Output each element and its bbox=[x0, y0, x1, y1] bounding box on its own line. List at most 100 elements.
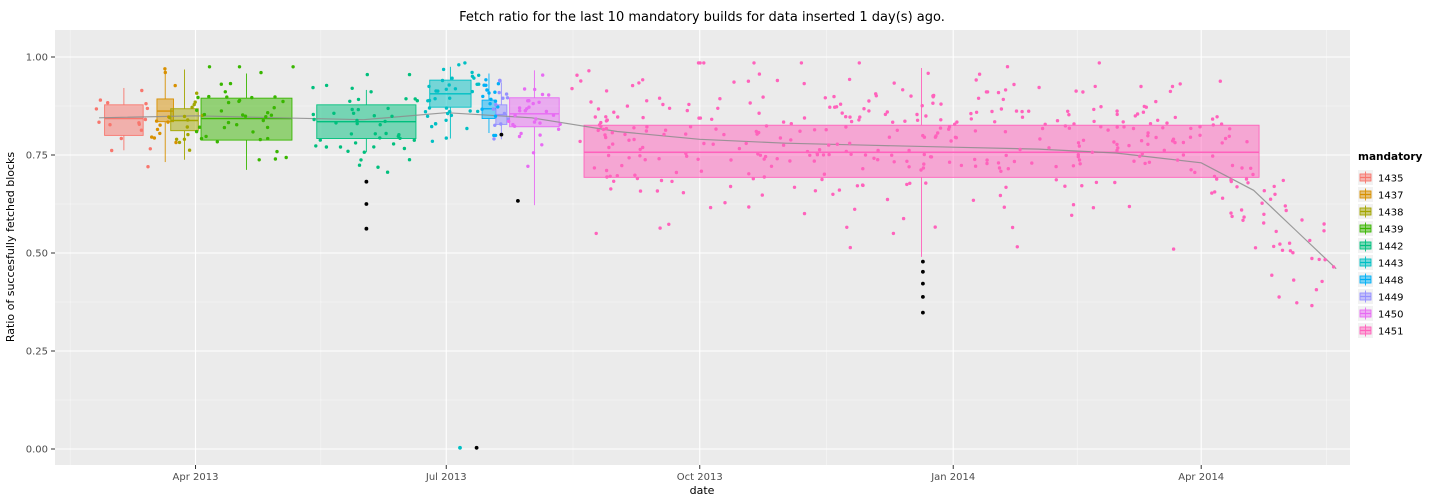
data-point-1451 bbox=[813, 189, 818, 193]
data-point-1451 bbox=[1020, 109, 1024, 114]
data-point-1438 bbox=[186, 132, 190, 137]
data-point-1451 bbox=[778, 136, 783, 140]
data-point-1451 bbox=[1094, 180, 1099, 185]
data-point-1451 bbox=[977, 72, 982, 76]
data-point-1451 bbox=[702, 61, 706, 65]
data-point-1451 bbox=[824, 128, 828, 132]
data-point-1451 bbox=[635, 176, 640, 181]
data-point-1451 bbox=[1071, 203, 1076, 207]
legend-label-1451: 1451 bbox=[1378, 327, 1403, 338]
data-point-1442 bbox=[373, 132, 377, 136]
data-point-1443 bbox=[427, 84, 431, 89]
data-point-1451 bbox=[1240, 166, 1244, 170]
data-point-1451 bbox=[908, 181, 912, 185]
data-point-1451 bbox=[1106, 128, 1110, 132]
data-point-1443 bbox=[476, 109, 480, 114]
data-point-1451 bbox=[579, 79, 583, 83]
data-point-1449 bbox=[497, 90, 501, 95]
data-point-1450 bbox=[556, 127, 561, 131]
boxplot-box-1438 bbox=[170, 108, 199, 132]
data-point-1451 bbox=[696, 61, 701, 65]
data-point-1451 bbox=[1138, 154, 1142, 158]
data-point-1439 bbox=[269, 113, 274, 117]
data-point-1442 bbox=[378, 123, 382, 127]
data-point-1451 bbox=[973, 129, 978, 133]
data-point-1451 bbox=[931, 101, 935, 105]
data-point-1451 bbox=[1072, 122, 1076, 126]
data-point-1451 bbox=[848, 141, 852, 145]
data-point-1442 bbox=[318, 138, 322, 142]
data-point-1451 bbox=[802, 211, 807, 216]
data-point-1450 bbox=[513, 113, 517, 118]
data-point-1450 bbox=[517, 106, 522, 110]
data-point-1451 bbox=[604, 115, 608, 119]
data-point-1442 bbox=[356, 97, 361, 102]
data-point-1451 bbox=[936, 131, 940, 135]
data-point-1439 bbox=[273, 157, 278, 161]
data-point-1451 bbox=[1331, 265, 1336, 269]
data-point-1451 bbox=[612, 110, 616, 114]
data-point-1435 bbox=[94, 107, 99, 111]
data-point-1451 bbox=[847, 77, 852, 82]
data-point-1450 bbox=[544, 109, 549, 114]
data-point-1451 bbox=[638, 154, 642, 158]
data-point-1451 bbox=[802, 81, 806, 86]
data-point-1439 bbox=[223, 90, 227, 94]
data-point-1451 bbox=[1310, 303, 1314, 308]
data-point-1443 bbox=[436, 89, 440, 93]
data-point-1451 bbox=[762, 157, 766, 161]
data-point-1451 bbox=[1133, 114, 1138, 118]
data-point-1451 bbox=[681, 191, 686, 195]
data-point-1451 bbox=[985, 158, 989, 162]
legend-label-1439: 1439 bbox=[1378, 225, 1403, 236]
data-point-1451 bbox=[1146, 134, 1150, 138]
data-point-1451 bbox=[1115, 142, 1119, 147]
data-point-1439 bbox=[219, 109, 224, 113]
data-point-1437 bbox=[163, 67, 167, 71]
data-point-1451 bbox=[1295, 301, 1299, 305]
data-point-1443 bbox=[430, 139, 435, 143]
data-point-1451 bbox=[596, 128, 600, 133]
data-point-1451 bbox=[637, 81, 641, 85]
data-point-1437 bbox=[158, 123, 162, 127]
x-tick-label: Apr 2014 bbox=[1178, 472, 1224, 483]
data-point-1451 bbox=[1284, 208, 1288, 213]
data-point-1442 bbox=[369, 90, 373, 94]
data-point-1443 bbox=[444, 136, 448, 140]
data-point-1443 bbox=[433, 97, 437, 101]
data-point-1439 bbox=[258, 137, 262, 142]
boxplot-box-1435 bbox=[104, 104, 144, 136]
data-point-1451 bbox=[835, 142, 839, 146]
data-point-1442 bbox=[346, 149, 350, 153]
data-point-1439 bbox=[261, 118, 265, 123]
data-point-1443 bbox=[433, 122, 438, 126]
data-point-1451 bbox=[867, 109, 871, 113]
y-tick-label: 0.25 bbox=[26, 347, 48, 358]
data-point-1451 bbox=[757, 111, 761, 115]
data-point-1442 bbox=[338, 145, 343, 149]
data-point-1451 bbox=[1139, 139, 1144, 143]
data-point-1451 bbox=[1066, 109, 1070, 114]
data-point-1435 bbox=[98, 98, 103, 102]
data-point-1451 bbox=[1004, 153, 1008, 158]
data-point-1443 bbox=[430, 124, 434, 129]
data-point-1449 bbox=[501, 96, 505, 100]
data-point-1450 bbox=[511, 122, 515, 127]
data-point-1442 bbox=[362, 150, 366, 154]
data-point-1451 bbox=[844, 125, 848, 129]
data-point-1439 bbox=[243, 114, 248, 118]
data-point-1451 bbox=[802, 116, 807, 120]
data-point-1451 bbox=[1280, 248, 1285, 252]
data-point-1451 bbox=[1210, 191, 1214, 195]
data-point-1451 bbox=[812, 128, 817, 132]
data-point-1451 bbox=[901, 88, 905, 92]
data-point-1451 bbox=[876, 148, 880, 153]
data-point-1450 bbox=[531, 101, 535, 106]
data-point-1435 bbox=[143, 117, 148, 122]
trend-line bbox=[99, 112, 1337, 270]
data-point-1451 bbox=[931, 95, 935, 99]
outlier-point-1451 bbox=[921, 295, 925, 299]
data-point-1451 bbox=[820, 177, 824, 182]
data-point-1451 bbox=[920, 104, 924, 108]
